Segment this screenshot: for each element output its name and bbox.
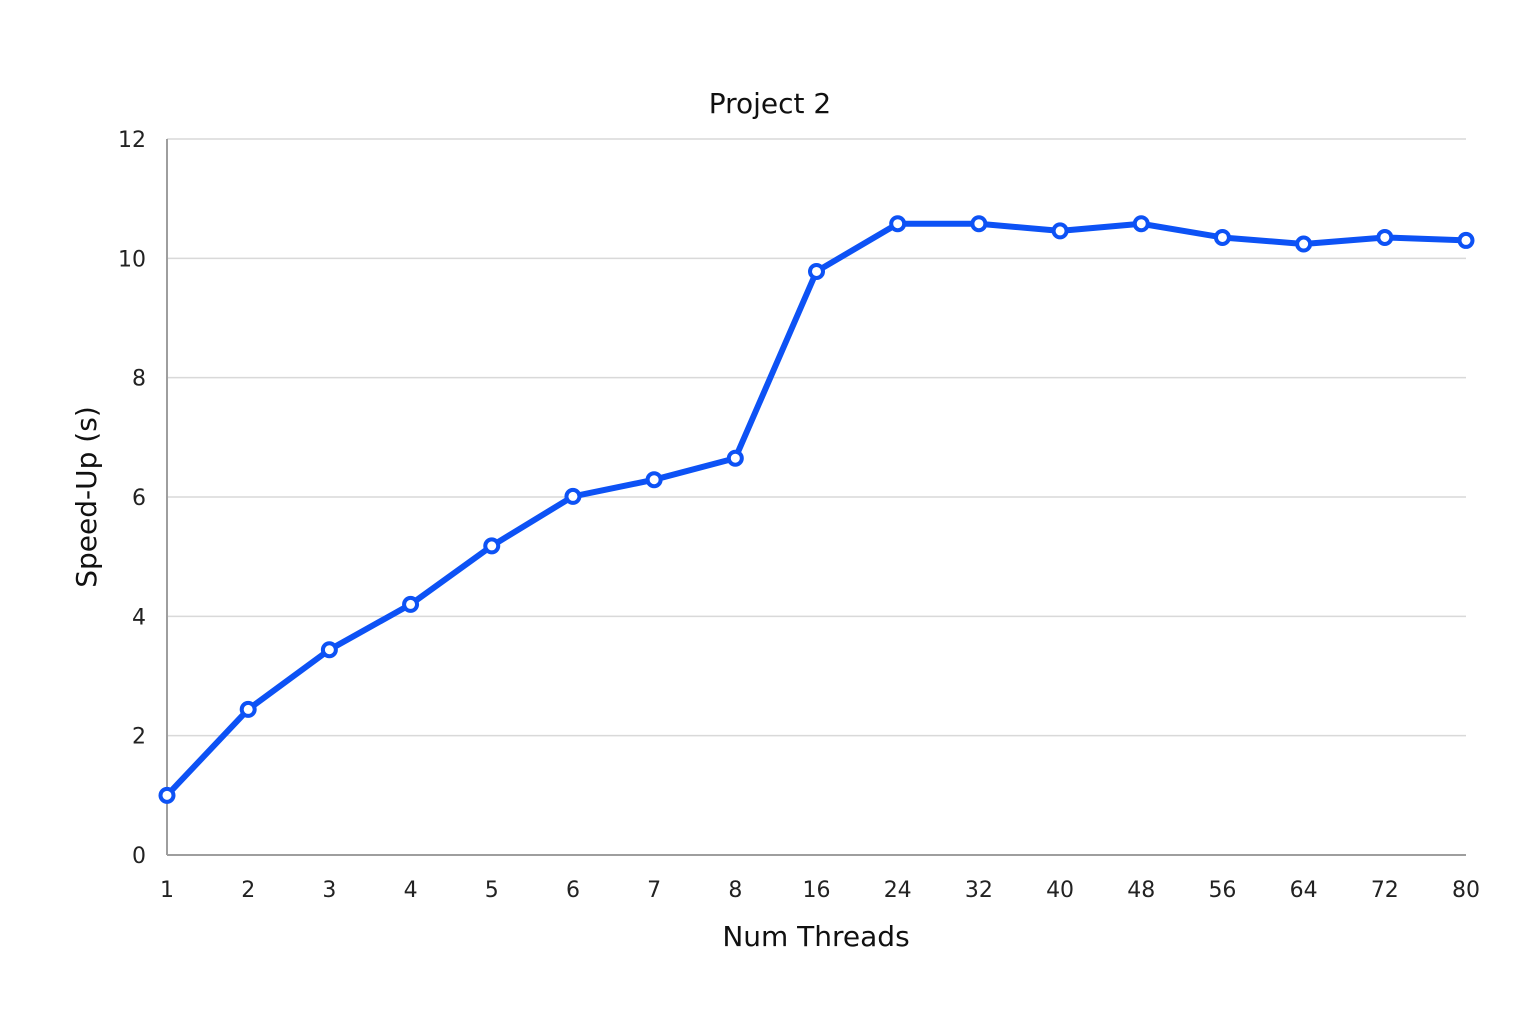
y-axis-title: Speed-Up (s) bbox=[70, 406, 103, 587]
data-point bbox=[808, 262, 825, 280]
y-tick-label: 8 bbox=[132, 367, 146, 392]
data-point bbox=[158, 786, 176, 804]
x-tick-label: 3 bbox=[322, 878, 336, 903]
gridlines bbox=[167, 138, 1466, 737]
x-tick-label: 2 bbox=[241, 878, 255, 903]
data-point bbox=[726, 449, 744, 467]
data-point bbox=[1213, 228, 1231, 246]
data-point bbox=[483, 537, 501, 555]
x-tick-label: 56 bbox=[1208, 878, 1236, 903]
x-tick-label: 8 bbox=[728, 878, 742, 903]
x-axis-title: Num Threads bbox=[722, 920, 909, 953]
data-point bbox=[1376, 228, 1394, 246]
data-point bbox=[1457, 231, 1475, 249]
data-point bbox=[564, 487, 582, 505]
x-tick-label: 1 bbox=[160, 878, 174, 903]
x-axis-tick-labels: 1 2 3 4 5 6 7 8 16 24 32 40 48 56 64 72 80 bbox=[160, 878, 1480, 903]
y-tick-label: 4 bbox=[132, 605, 146, 630]
data-point bbox=[1051, 222, 1069, 240]
x-tick-label: 24 bbox=[884, 878, 912, 903]
x-tick-label: 48 bbox=[1127, 878, 1155, 903]
y-tick-label: 6 bbox=[132, 486, 146, 511]
data-point bbox=[239, 700, 257, 718]
x-tick-label: 5 bbox=[485, 878, 499, 903]
data-point bbox=[889, 215, 907, 233]
data-point bbox=[320, 641, 338, 659]
data-point bbox=[645, 471, 663, 489]
y-tick-label: 0 bbox=[132, 844, 146, 869]
chart-title: Project 2 bbox=[709, 87, 832, 120]
x-tick-label: 40 bbox=[1046, 878, 1074, 903]
y-axis-tick-labels: 0 2 4 6 8 10 12 bbox=[118, 128, 146, 869]
data-point bbox=[1295, 235, 1313, 253]
x-tick-label: 6 bbox=[566, 878, 580, 903]
x-tick-label: 64 bbox=[1290, 878, 1318, 903]
series-group bbox=[158, 215, 1475, 804]
data-point bbox=[1132, 215, 1150, 233]
data-point bbox=[970, 215, 988, 233]
y-tick-label: 2 bbox=[132, 725, 146, 750]
x-tick-label: 72 bbox=[1371, 878, 1399, 903]
data-point bbox=[402, 595, 420, 613]
x-tick-label: 80 bbox=[1452, 878, 1480, 903]
y-tick-label: 10 bbox=[118, 247, 146, 272]
series-line bbox=[164, 220, 1469, 799]
x-tick-label: 7 bbox=[647, 878, 661, 903]
y-tick-label: 12 bbox=[118, 128, 146, 153]
x-tick-label: 16 bbox=[803, 878, 831, 903]
x-tick-label: 32 bbox=[965, 878, 993, 903]
x-tick-label: 4 bbox=[404, 878, 418, 903]
